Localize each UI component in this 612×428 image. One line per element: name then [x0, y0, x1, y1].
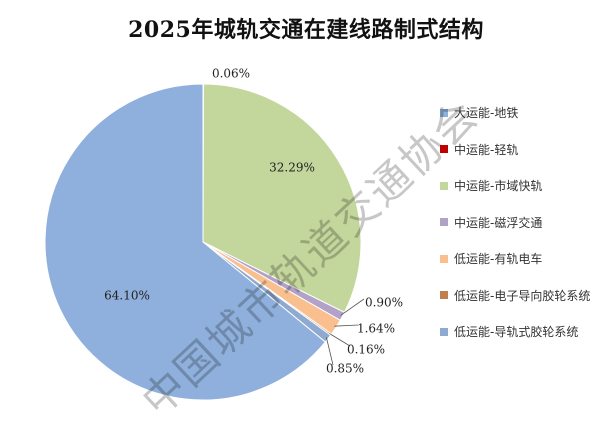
legend-label-4: 低运能-有轨电车 — [454, 252, 543, 266]
data-label-0: 64.10% — [104, 289, 150, 303]
legend-swatch-6 — [440, 327, 448, 336]
data-label-4: 1.64% — [357, 322, 395, 336]
legend-item-2: 中运能-市域快轨 — [440, 177, 610, 194]
leader-line-4 — [334, 324, 359, 327]
legend-item-5: 低运能-电子导向胶轮系统 — [440, 287, 610, 304]
chart-title: 2025年城轨交通在建线路制式结构 — [128, 17, 484, 43]
leader-line-3 — [340, 298, 365, 316]
legend-item-0: 大运能-地铁 — [440, 104, 610, 121]
legend-label-0: 大运能-地铁 — [454, 106, 519, 120]
legend-swatch-5 — [440, 291, 448, 299]
legend-label-1: 中运能-轻轨 — [454, 142, 519, 157]
legend-item-6: 低运能-导轨式胶轮系统 — [440, 323, 610, 340]
data-label-6: 0.85% — [326, 362, 364, 376]
leader-line-6 — [326, 337, 334, 366]
data-label-3: 0.90% — [365, 296, 403, 310]
legend-item-3: 中运能-磁浮交通 — [440, 214, 610, 231]
legend-swatch-4 — [440, 254, 448, 263]
pie-slice-0 — [44, 83, 327, 401]
pie-slice-2 — [202, 83, 362, 314]
legend-item-4: 低运能-有轨电车 — [440, 250, 610, 267]
legend-label-6: 低运能-导轨式胶轮系统 — [454, 325, 579, 339]
legend-swatch-0 — [440, 108, 448, 117]
legend-item-1: 中运能-轻轨 — [440, 141, 610, 158]
legend-label-3: 中运能-磁浮交通 — [454, 215, 543, 230]
data-label-2: 32.29% — [269, 161, 315, 175]
data-label-5: 0.16% — [347, 343, 385, 357]
leader-line-5 — [329, 333, 351, 347]
legend-label-5: 低运能-电子导向胶轮系统 — [454, 288, 591, 303]
legend-swatch-3 — [440, 218, 448, 226]
legend-label-2: 中运能-市域快轨 — [454, 179, 543, 193]
legend-swatch-1 — [440, 145, 448, 153]
legend-swatch-2 — [440, 181, 448, 190]
data-label-1: 0.06% — [212, 67, 250, 81]
